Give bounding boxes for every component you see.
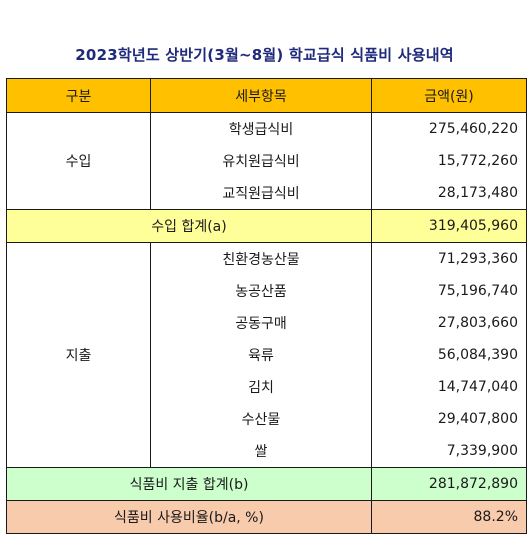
header-amount: 금액(원) (371, 78, 527, 113)
table-row: 쌀 7,339,900 (7, 435, 527, 468)
item-amount: 15,772,260 (371, 145, 527, 177)
table-row: 육류 56,084,390 (7, 339, 527, 371)
item-name: 쌀 (150, 435, 372, 468)
item-amount: 75,196,740 (371, 275, 527, 307)
item-amount: 275,460,220 (371, 112, 527, 145)
expense-total-label: 식품비 지출 합계(b) (6, 467, 372, 501)
item-amount: 14,747,040 (371, 371, 527, 403)
item-amount: 29,407,800 (371, 403, 527, 435)
item-amount: 7,339,900 (371, 435, 527, 468)
income-total-amount: 319,405,960 (371, 209, 527, 243)
item-name: 수산물 (150, 403, 372, 435)
income-total-row: 수입 합계(a) 319,405,960 (6, 209, 527, 243)
item-name: 학생급식비 (150, 112, 372, 145)
income-category-label: 수입 (6, 112, 151, 210)
expense-category-label: 지출 (6, 242, 151, 468)
income-total-label: 수입 합계(a) (6, 209, 372, 243)
table-row: 수산물 29,407,800 (7, 403, 527, 435)
table-row: 공동구매 27,803,660 (7, 307, 527, 339)
item-name: 친환경농산물 (150, 242, 372, 275)
table-row: 유치원급식비 15,772,260 (7, 145, 527, 177)
ratio-value: 88.2% (371, 500, 527, 534)
item-amount: 56,084,390 (371, 339, 527, 371)
item-name: 유치원급식비 (150, 145, 372, 177)
item-name: 공동구매 (150, 307, 372, 339)
header-detail: 세부항목 (150, 78, 372, 113)
ratio-label: 식품비 사용비율(b/a, %) (6, 500, 372, 534)
table-row: 지출 친환경농산물 71,293,360 (6, 242, 527, 468)
expense-total-row: 식품비 지출 합계(b) 281,872,890 (6, 467, 527, 501)
table-row: 김치 14,747,040 (7, 371, 527, 403)
table-row: 수입 학생급식비 275,460,220 (6, 112, 527, 210)
ratio-row: 식품비 사용비율(b/a, %) 88.2% (6, 500, 527, 534)
table-header-row: 구분 세부항목 금액(원) (6, 78, 527, 113)
item-name: 농공산품 (150, 275, 372, 307)
item-name: 교직원급식비 (150, 177, 372, 210)
item-name: 김치 (150, 371, 372, 403)
table-row: 농공산품 75,196,740 (7, 275, 527, 307)
item-amount: 28,173,480 (371, 177, 527, 210)
item-amount: 27,803,660 (371, 307, 527, 339)
item-name: 육류 (150, 339, 372, 371)
food-cost-table: 구분 세부항목 금액(원) 수입 학생급식비 275,460,220 유치원급식… (6, 78, 527, 534)
page-title: 2023학년도 상반기(3월~8월) 학교급식 식품비 사용내역 (75, 46, 454, 64)
item-amount: 71,293,360 (371, 242, 527, 275)
expense-total-amount: 281,872,890 (371, 467, 527, 501)
header-category: 구분 (6, 78, 151, 113)
